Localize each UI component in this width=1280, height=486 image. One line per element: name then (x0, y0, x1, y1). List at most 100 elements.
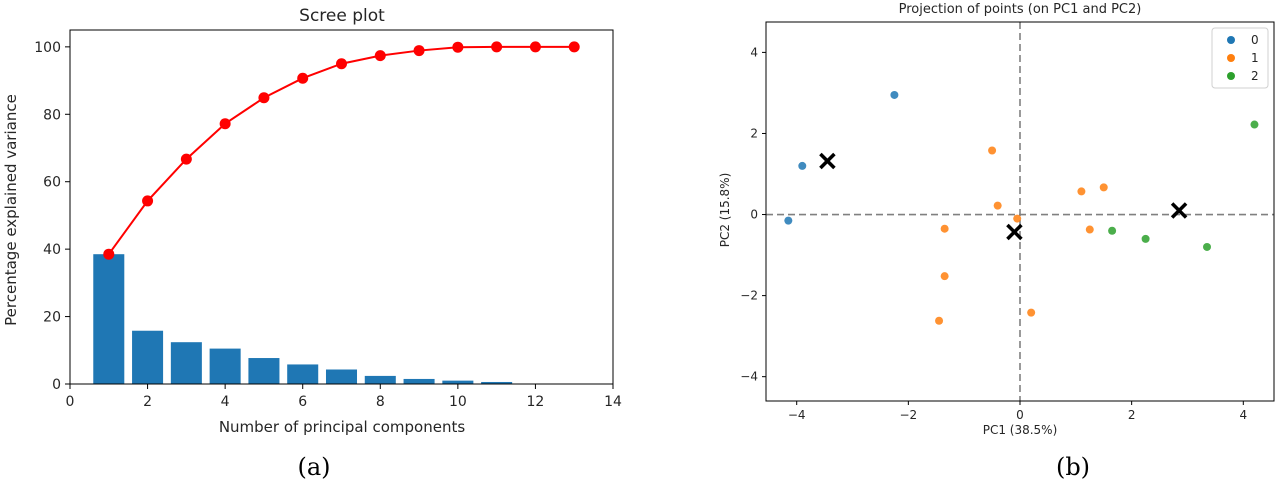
scree-x-axis-label: Number of principal components (219, 418, 466, 436)
x-tick-label: 0 (1016, 408, 1024, 422)
scree-plot-panel: Scree plot 0 2 4 6 8 10 12 14 0 20 40 60 80 100 Numb… (2, 6, 622, 481)
centroid-marker (1006, 223, 1023, 241)
centroid-stroke (1006, 223, 1023, 241)
projection-points (784, 90, 1259, 325)
y-tick-label: 4 (750, 45, 758, 59)
point-cluster-1 (940, 272, 949, 281)
projection-x-ticks: −4 −2 0 2 4 (788, 401, 1247, 422)
x-tick-label: 4 (221, 394, 230, 410)
legend-label-1: 1 (1251, 51, 1259, 65)
y-tick-label: 2 (750, 126, 758, 140)
cumulative-variance-point (374, 50, 386, 62)
scree-bar (364, 375, 396, 384)
y-tick-label: 40 (43, 242, 61, 258)
cumulative-variance-line (107, 45, 575, 255)
cumulative-variance-point (103, 248, 115, 260)
x-tick-label: 0 (66, 394, 75, 410)
cumulative-variance-point (491, 41, 503, 53)
cumulative-variance-point (452, 41, 464, 53)
projection-plot-panel: Projection of points (on PC1 and PC2) −4… (718, 2, 1275, 481)
projection-x-axis-label: PC1 (38.5%) (983, 423, 1058, 437)
point-cluster-2 (1203, 242, 1212, 251)
x-tick-label: 6 (298, 394, 307, 410)
y-tick-label: −4 (740, 370, 758, 384)
scree-bars (93, 254, 551, 384)
cumulative-variance-markers (103, 41, 580, 260)
scree-y-ticks: 0 20 40 60 80 100 (34, 40, 70, 393)
centroid-stroke (1170, 202, 1188, 219)
x-tick-label: 8 (376, 394, 385, 410)
scree-plot-axes-frame (69, 29, 614, 385)
legend-label-2: 2 (1251, 69, 1259, 83)
point-cluster-0 (784, 216, 793, 225)
y-tick-label: 100 (34, 40, 61, 56)
y-tick-label: 0 (52, 377, 61, 393)
legend-box (1211, 27, 1269, 89)
x-tick-label: −4 (788, 408, 806, 422)
x-tick-label: 14 (604, 394, 622, 410)
centroid-stroke (819, 152, 836, 170)
scree-x-ticks: 0 2 4 6 8 10 12 14 (66, 384, 622, 410)
point-cluster-1 (1077, 187, 1086, 196)
y-tick-label: 80 (43, 107, 61, 123)
projection-y-axis-label: PC2 (15.8%) (718, 173, 732, 248)
scree-y-axis-label: Percentage explained variance (2, 94, 20, 326)
projection-plot-title: Projection of points (on PC1 and PC2) (899, 2, 1142, 17)
cumulative-variance-point (180, 153, 192, 165)
scree-bar (248, 358, 280, 384)
point-cluster-1 (1013, 214, 1022, 223)
scree-bar (93, 254, 125, 384)
cumulative-variance-point (413, 45, 425, 57)
cumulative-variance-point (336, 58, 347, 70)
y-tick-label: 60 (43, 175, 61, 191)
x-tick-label: 10 (449, 394, 467, 410)
projection-y-ticks: −4 −2 0 2 4 (740, 45, 766, 384)
x-tick-label: −2 (900, 408, 918, 422)
cumulative-variance-point (219, 118, 231, 130)
y-tick-label: 0 (750, 208, 758, 222)
point-cluster-1 (988, 146, 997, 155)
projection-legend: 0 1 2 (1211, 27, 1269, 89)
scree-bar (132, 330, 164, 384)
scree-bar (403, 378, 435, 384)
scree-bar (442, 380, 474, 384)
cluster-centroids (819, 152, 1188, 241)
centroid-marker (819, 152, 836, 170)
x-tick-label: 2 (1128, 408, 1136, 422)
caption-a: (a) (297, 453, 330, 481)
legend-marker-2 (1227, 72, 1235, 80)
cumulative-variance-point (529, 41, 541, 53)
point-cluster-1 (1027, 308, 1036, 317)
legend-label-0: 0 (1251, 33, 1259, 47)
y-tick-label: −2 (740, 289, 758, 303)
point-cluster-2 (1108, 226, 1117, 235)
point-cluster-2 (1141, 234, 1150, 243)
point-cluster-2 (1250, 120, 1259, 129)
point-cluster-1 (935, 316, 944, 325)
centroid-marker (1170, 202, 1188, 219)
x-tick-label: 2 (143, 394, 152, 410)
point-cluster-1 (940, 224, 949, 233)
point-cluster-1 (1099, 183, 1108, 192)
point-cluster-0 (890, 90, 899, 99)
x-tick-label: 12 (527, 394, 545, 410)
legend-marker-0 (1227, 36, 1235, 44)
scree-bar (325, 369, 358, 384)
scree-bar (481, 381, 513, 384)
point-cluster-1 (1085, 225, 1094, 234)
cumulative-variance-point (258, 92, 270, 104)
scree-bar (209, 348, 241, 384)
y-tick-label: 20 (43, 310, 61, 326)
point-cluster-1 (993, 201, 1002, 210)
scree-bar (287, 364, 319, 384)
legend-marker-1 (1227, 54, 1235, 62)
point-cluster-0 (798, 161, 807, 170)
caption-b: (b) (1056, 453, 1090, 481)
scree-bar (170, 342, 202, 384)
scree-plot-title: Scree plot (299, 6, 385, 26)
cumulative-variance-point (297, 72, 309, 84)
x-tick-label: 4 (1239, 408, 1247, 422)
cumulative-variance-point (568, 41, 580, 53)
cumulative-variance-point (142, 195, 154, 207)
